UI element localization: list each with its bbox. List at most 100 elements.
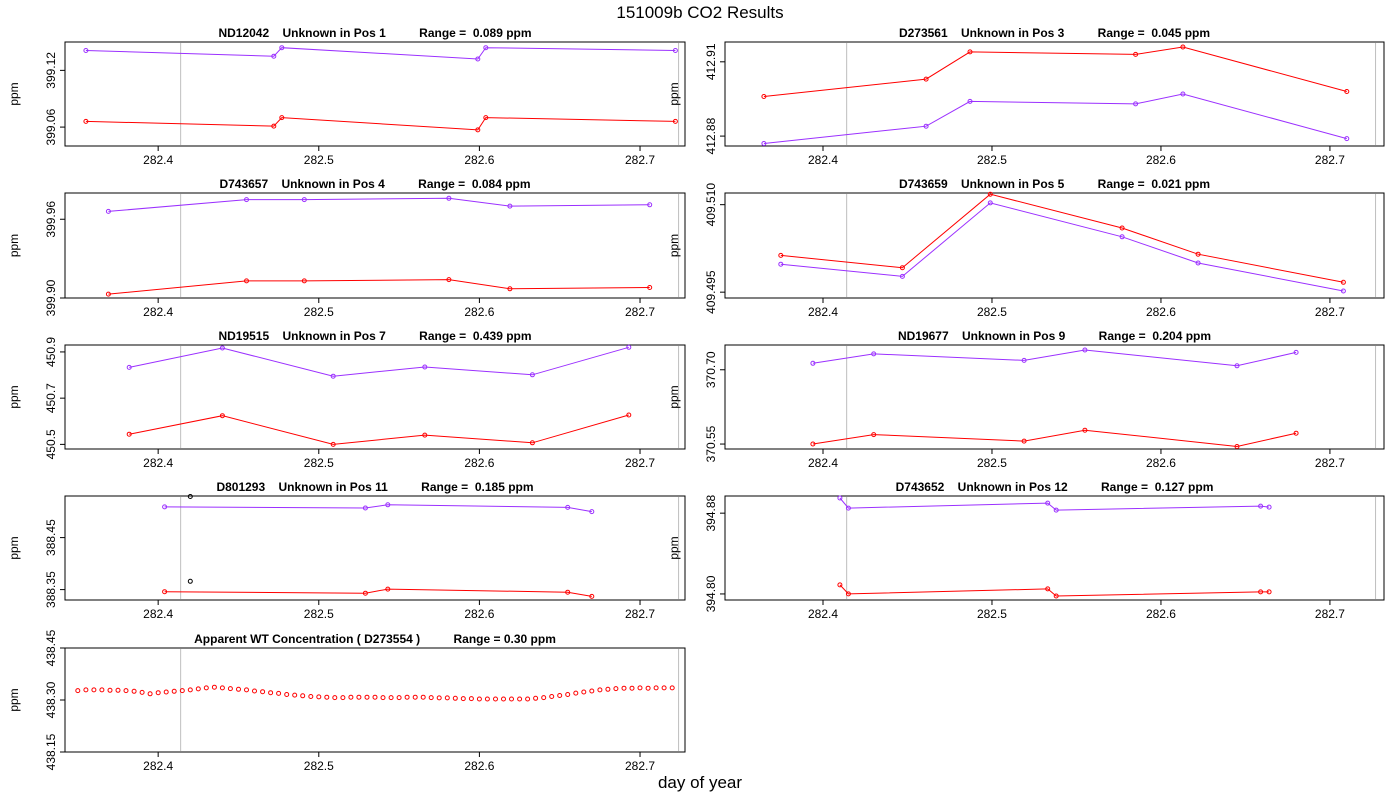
x-tick-label: 282.5 — [304, 759, 334, 773]
x-tick-label: 282.7 — [625, 456, 655, 470]
panel-2: D273561 Unknown in Pos 3 Range = 0.045 p… — [667, 26, 1385, 167]
data-point-concentration — [187, 687, 193, 693]
y-tick-label: 399.12 — [44, 52, 58, 89]
plot-frame — [64, 344, 686, 450]
y-tick-label: 394.80 — [704, 575, 718, 612]
data-point-lower — [899, 273, 905, 279]
data-point-upper — [810, 360, 816, 366]
series-line-lower — [812, 429, 1297, 448]
y-tick-label: 388.45 — [44, 519, 58, 556]
data-point-upper — [967, 49, 973, 55]
series-line-upper — [780, 193, 1344, 283]
data-point-lower — [1340, 288, 1346, 294]
data-point-concentration — [476, 696, 482, 702]
data-point-lower — [1293, 430, 1299, 436]
data-point-concentration — [348, 694, 354, 700]
data-point-upper — [475, 56, 481, 62]
x-tick-label: 282.5 — [977, 305, 1007, 319]
data-point-lower — [647, 285, 653, 290]
data-point-lower — [845, 591, 851, 597]
y-axis-label: ppm — [667, 536, 681, 559]
panel-5: ND19515 Unknown in Pos 7 Range = 0.439 p… — [7, 329, 686, 470]
x-tick-label: 282.4 — [808, 305, 838, 319]
data-point-concentration — [460, 696, 466, 702]
data-point-concentration — [340, 695, 346, 701]
data-point-lower — [1234, 444, 1240, 449]
data-point-concentration — [629, 685, 635, 691]
data-point-concentration — [541, 695, 547, 701]
x-tick-label: 282.7 — [1315, 456, 1345, 470]
data-point-upper — [672, 48, 678, 53]
data-point-lower — [1195, 260, 1201, 266]
data-point-concentration — [252, 688, 257, 694]
plot-frame — [724, 192, 1385, 299]
data-point-lower — [810, 441, 816, 447]
data-point-upper — [483, 45, 489, 51]
y-tick-label: 394.88 — [704, 494, 718, 531]
data-point-upper — [507, 203, 513, 209]
data-point-extra — [187, 494, 193, 499]
series-line-lower — [129, 414, 629, 445]
data-point-upper — [761, 94, 767, 99]
x-tick-label: 282.6 — [464, 456, 494, 470]
y-axis-label: ppm — [7, 234, 21, 257]
data-point-lower — [1258, 589, 1264, 595]
data-point-upper — [529, 372, 535, 378]
series-line-lower — [108, 279, 650, 295]
panel-title: Apparent WT Concentration ( D273554 ) Ra… — [194, 632, 556, 646]
data-point-concentration — [260, 689, 266, 695]
y-tick-label: 409.495 — [704, 270, 718, 314]
data-point-lower — [837, 582, 843, 588]
y-tick-label: 370.70 — [704, 351, 718, 388]
y-axis-label: ppm — [7, 82, 21, 105]
data-point-upper — [899, 265, 905, 271]
data-point-upper — [330, 373, 336, 379]
data-point-upper — [219, 345, 225, 351]
data-point-lower — [1082, 427, 1088, 433]
y-tick-label: 438.30 — [44, 681, 58, 718]
plot-frame — [64, 647, 686, 753]
data-point-concentration — [83, 687, 89, 693]
data-point-lower — [761, 141, 767, 146]
panel-9: Apparent WT Concentration ( D273554 ) Ra… — [7, 629, 686, 773]
data-point-upper — [271, 53, 277, 59]
x-tick-label: 282.5 — [304, 153, 334, 167]
x-tick-label: 282.7 — [625, 153, 655, 167]
data-point-concentration — [219, 685, 225, 691]
y-axis-label: ppm — [667, 385, 681, 408]
data-point-upper — [923, 76, 929, 82]
data-point-lower — [1021, 438, 1027, 444]
data-point-extra — [187, 578, 193, 584]
data-point-concentration — [444, 695, 450, 701]
x-tick-label: 282.6 — [464, 607, 494, 621]
data-point-concentration — [404, 694, 410, 700]
data-point-concentration — [412, 694, 418, 700]
x-tick-label: 282.4 — [143, 759, 173, 773]
plot-frame — [64, 192, 686, 299]
panel-title: D743659 Unknown in Pos 5 Range = 0.021 p… — [899, 177, 1210, 191]
panel-6: ND19677 Unknown in Pos 9 Range = 0.204 p… — [667, 329, 1385, 470]
data-point-concentration — [605, 686, 611, 692]
data-point-concentration — [91, 687, 97, 693]
panel-title: D801293 Unknown in Pos 11 Range = 0.185 … — [216, 480, 533, 494]
data-point-lower — [626, 412, 632, 418]
data-point-concentration — [356, 694, 362, 700]
panel-title: ND12042 Unknown in Pos 1 Range = 0.089 p… — [218, 26, 531, 40]
data-point-upper — [105, 208, 111, 214]
panel-title: D273561 Unknown in Pos 3 Range = 0.045 p… — [899, 26, 1210, 40]
data-point-lower — [219, 413, 225, 419]
data-point-lower — [589, 593, 595, 599]
data-point-concentration — [428, 695, 434, 701]
x-axis-label: day of year — [657, 773, 743, 792]
data-point-concentration — [533, 695, 539, 701]
data-point-lower — [126, 431, 132, 437]
data-point-lower — [105, 291, 111, 297]
x-tick-label: 282.4 — [143, 153, 173, 167]
panel-title: D743652 Unknown in Pos 12 Range = 0.127 … — [896, 480, 1214, 494]
data-point-concentration — [147, 691, 153, 697]
x-tick-label: 282.7 — [1315, 153, 1345, 167]
data-point-concentration — [653, 685, 659, 691]
data-point-upper — [1053, 507, 1059, 513]
data-point-concentration — [452, 695, 458, 701]
data-point-concentration — [468, 696, 474, 702]
